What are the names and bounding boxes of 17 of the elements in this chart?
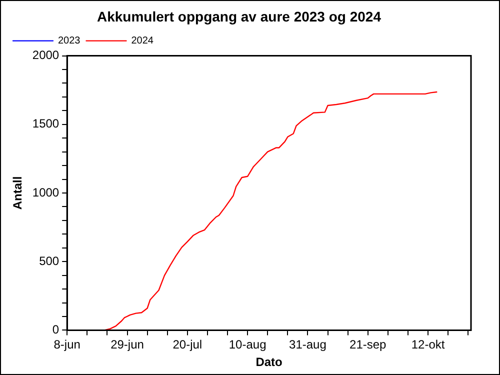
x-tick-label: 31-aug: [289, 338, 326, 352]
x-axis-title: Dato: [256, 355, 282, 370]
y-tick-label: 0: [52, 322, 60, 337]
chart-title: Akkumulert oppgang av aure 2023 og 2024: [97, 8, 382, 24]
y-axis-title: Antall: [10, 176, 25, 210]
x-tick-label: 20-jul: [172, 338, 202, 352]
x-tick-label: 29-jun: [110, 338, 144, 352]
x-tick-label: 8-jun: [54, 338, 80, 352]
y-tick-label: 500: [39, 254, 60, 268]
legend-label: 2023: [58, 36, 81, 47]
y-tick-label: 1000: [32, 185, 60, 200]
legend-label: 2024: [131, 36, 154, 47]
x-tick-label: 12-okt: [411, 338, 446, 352]
y-tick-label: 1500: [32, 116, 60, 131]
x-tick-label: 21-sep: [350, 338, 387, 352]
y-tick-label: 2000: [32, 48, 60, 62]
x-tick-label: 10-aug: [228, 338, 266, 352]
